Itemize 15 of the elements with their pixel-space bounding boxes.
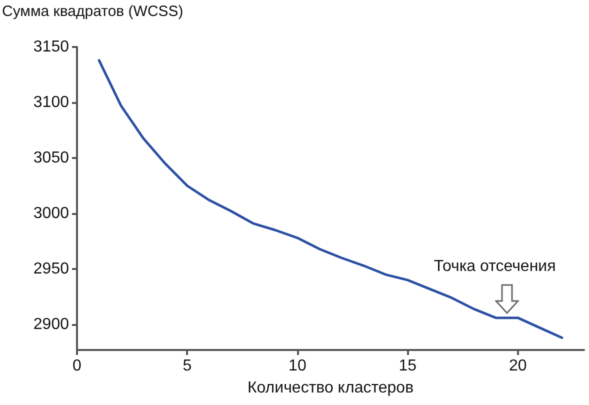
y-tick-label: 3000: [33, 204, 70, 222]
x-tick-label: 15: [398, 358, 417, 374]
y-tick-label: 3150: [33, 38, 70, 56]
y-tick-label: 3050: [33, 149, 70, 166]
x-tick-label: 5: [182, 358, 192, 374]
x-tick-label: 20: [508, 358, 527, 374]
x-tick-label: 0: [72, 358, 82, 374]
x-axis-title: Количество кластеров: [247, 380, 414, 396]
y-tick-label: 3100: [33, 94, 70, 111]
y-axis-title: Сумма квадратов (WCSS): [2, 3, 184, 20]
x-tick-label: 10: [288, 358, 306, 374]
y-tick-label: 2950: [33, 260, 70, 278]
line-series: [98, 59, 564, 340]
y-tick-label: 2900: [33, 316, 70, 333]
annotation: Точка отсечения: [434, 258, 556, 276]
